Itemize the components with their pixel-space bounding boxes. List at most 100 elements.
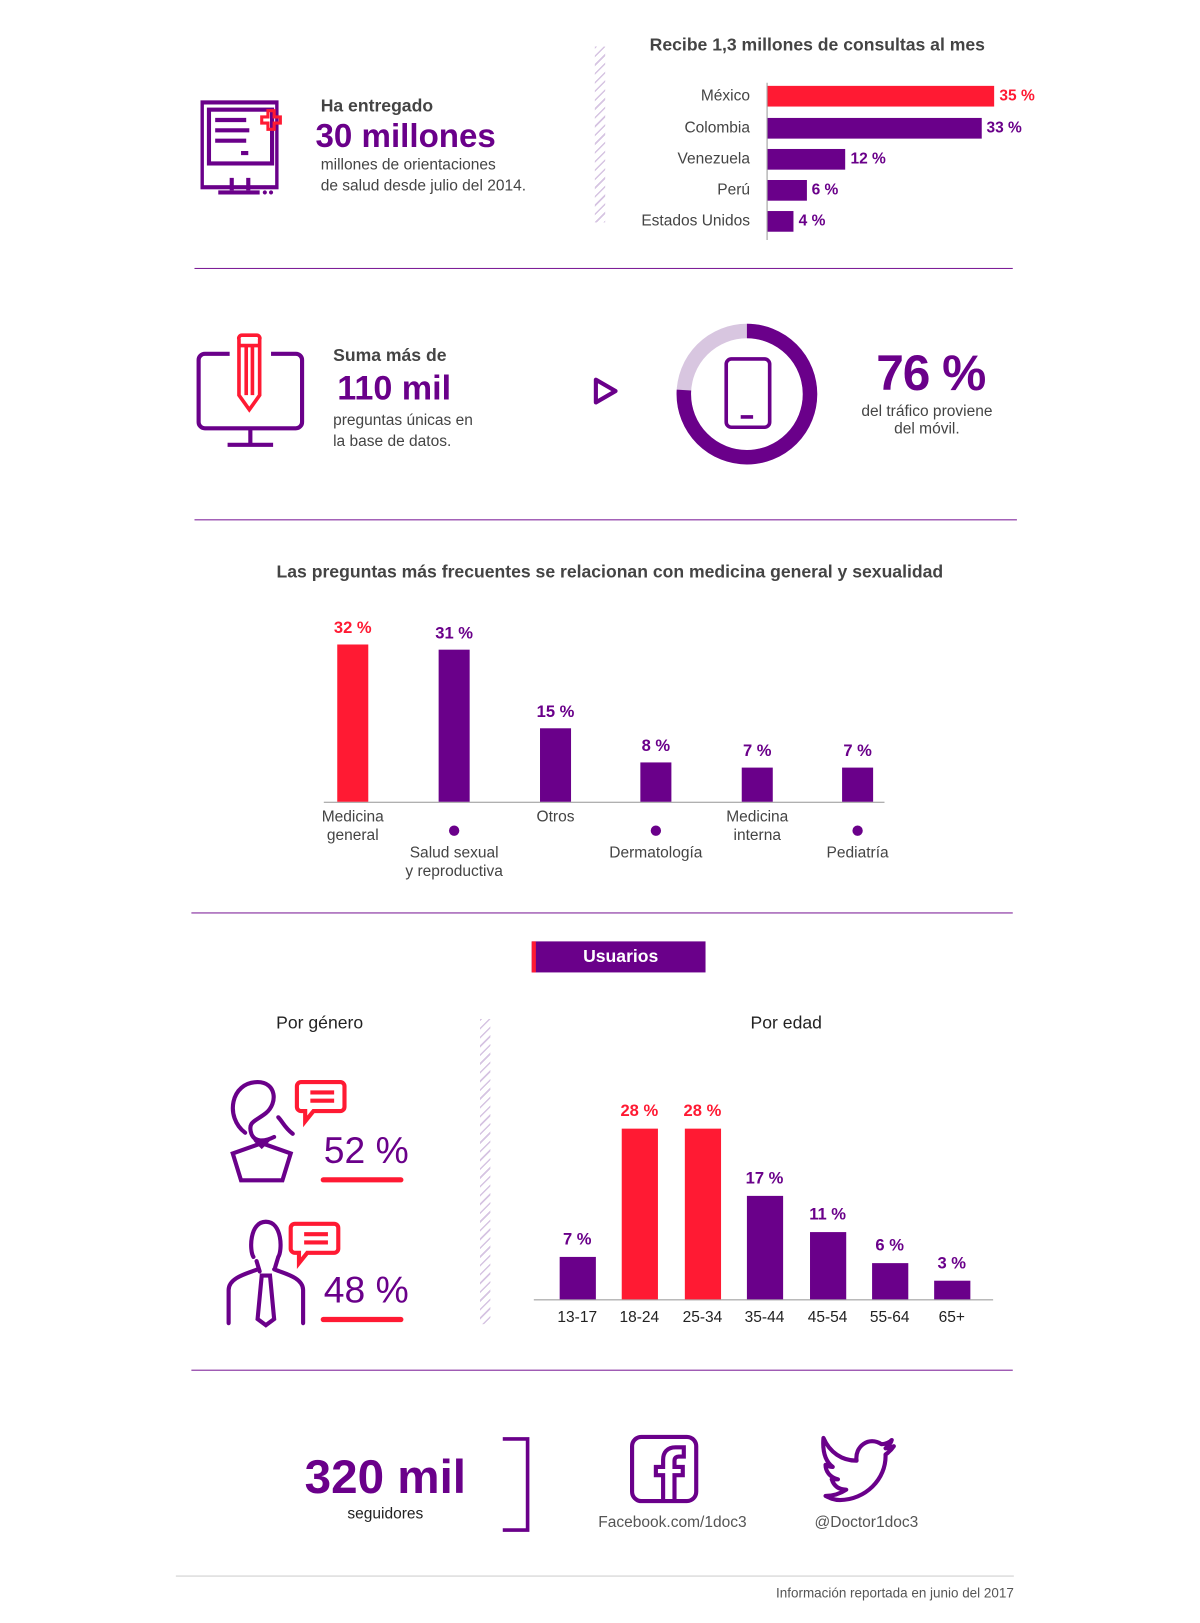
value-label: 8 % <box>641 737 671 756</box>
category-label: Pediatría <box>826 844 889 862</box>
gender-title: Por género <box>276 1012 364 1033</box>
stat-intro: Ha entregado <box>320 96 434 116</box>
category-label: 55-64 <box>869 1308 910 1327</box>
bar <box>438 649 470 802</box>
category-label: interna <box>733 826 781 845</box>
stat-value: 110 mil <box>337 368 452 407</box>
category-label: Medicina <box>321 807 384 826</box>
value-label: 7 % <box>843 742 872 761</box>
bracket-icon <box>502 1437 530 1532</box>
mobile-traffic-donut <box>676 323 818 465</box>
divider <box>175 1575 1014 1577</box>
bar <box>767 117 982 139</box>
monitor-medical-icon <box>200 100 282 195</box>
followers-value-text: 320 mil <box>304 1449 467 1504</box>
divider <box>194 519 1017 521</box>
donut-share <box>676 323 818 465</box>
value-label: 7 % <box>742 742 772 761</box>
bar <box>767 148 846 170</box>
bar <box>934 1281 971 1300</box>
stat-desc: de salud desde julio del 2014. <box>320 176 527 195</box>
category-label: 35-44 <box>744 1308 785 1327</box>
category-label: Dermatología <box>609 844 703 862</box>
footer-note: Información reportada en junio del 2017 <box>776 1584 1014 1601</box>
play-arrow-icon <box>593 377 618 405</box>
value-label: 4 % <box>798 212 826 230</box>
bar <box>559 1256 596 1300</box>
divider <box>191 912 1013 914</box>
hatch-divider <box>594 46 606 223</box>
value-label: 28 % <box>620 1102 659 1121</box>
followers-value: 320 mil <box>279 1448 491 1504</box>
stat-desc: millones de orientaciones <box>320 156 496 174</box>
bar <box>746 1195 784 1300</box>
chart-title: Recibe 1,3 millones de consultas al mes <box>649 35 985 55</box>
category-label: Medicina <box>726 807 789 826</box>
category-label: 18-24 <box>619 1308 660 1327</box>
x-axis <box>533 1299 994 1301</box>
bar <box>337 644 369 802</box>
female-user-icon <box>230 1080 347 1183</box>
twitter-link[interactable]: @Doctor1doc3 <box>814 1513 919 1532</box>
bar <box>842 767 874 802</box>
category-label: Perú <box>717 181 751 199</box>
smartphone-icon <box>724 357 772 430</box>
category-label: general <box>326 826 379 845</box>
category-label: Colombia <box>684 118 751 137</box>
bar <box>810 1232 847 1300</box>
value-label: 3 % <box>937 1255 966 1273</box>
value-label: 12 % <box>850 150 886 168</box>
bar <box>621 1128 658 1300</box>
bar <box>684 1128 722 1300</box>
facebook-link[interactable]: Facebook.com/1doc3 <box>598 1513 747 1532</box>
y-axis <box>766 82 768 241</box>
category-label: 13-17 <box>557 1308 598 1327</box>
value-label: 33 % <box>986 118 1022 137</box>
value-label: 7 % <box>562 1230 592 1249</box>
male-percentage: 48 % <box>323 1268 409 1311</box>
value-label: 35 % <box>999 86 1035 105</box>
category-label: 25-34 <box>682 1308 723 1327</box>
bar <box>767 211 794 232</box>
value-label: 11 % <box>809 1206 847 1224</box>
users-badge: Usuarios <box>531 941 706 973</box>
value-label: 31 % <box>435 624 474 643</box>
mobile-value: 76 % <box>876 346 986 402</box>
stat-value: 30 millones <box>315 116 496 155</box>
bar <box>741 767 773 802</box>
stat-desc: la base de datos. <box>333 432 452 451</box>
x-axis <box>323 801 885 803</box>
facebook-icon[interactable] <box>629 1434 701 1506</box>
bar <box>540 728 572 802</box>
bar <box>767 180 807 201</box>
divider <box>194 267 1013 269</box>
male-user-icon <box>226 1219 341 1328</box>
monitor-pencil-icon <box>196 333 305 447</box>
stat-desc: preguntas únicas en <box>333 411 473 430</box>
label-dot <box>448 825 460 836</box>
category-label: Venezuela <box>677 150 751 168</box>
value-label: 32 % <box>333 619 372 638</box>
category-label: Estados Unidos <box>641 212 751 230</box>
hatch-divider <box>480 1018 491 1325</box>
followers-label: seguidores <box>347 1505 424 1523</box>
bar <box>640 762 672 802</box>
category-label: y reproductiva <box>405 862 503 881</box>
value-label: 6 % <box>811 181 839 199</box>
category-label: Salud sexual <box>409 844 499 862</box>
chart-title: Las preguntas más frecuentes se relacion… <box>276 561 944 582</box>
female-percentage: 52 % <box>323 1128 409 1172</box>
value-label: 28 % <box>683 1102 722 1121</box>
label-dot <box>650 825 662 836</box>
twitter-icon[interactable] <box>819 1434 902 1504</box>
stat-intro: Suma más de <box>333 345 447 366</box>
mobile-desc: del tráfico proviene <box>861 402 993 421</box>
value-label: 15 % <box>536 703 575 721</box>
bar <box>767 85 995 107</box>
category-label: Otros <box>536 807 575 826</box>
age-title: Por edad <box>750 1012 822 1033</box>
male-underline <box>320 1316 404 1323</box>
value-label: 17 % <box>745 1169 784 1188</box>
mobile-desc: del móvil. <box>894 420 960 438</box>
